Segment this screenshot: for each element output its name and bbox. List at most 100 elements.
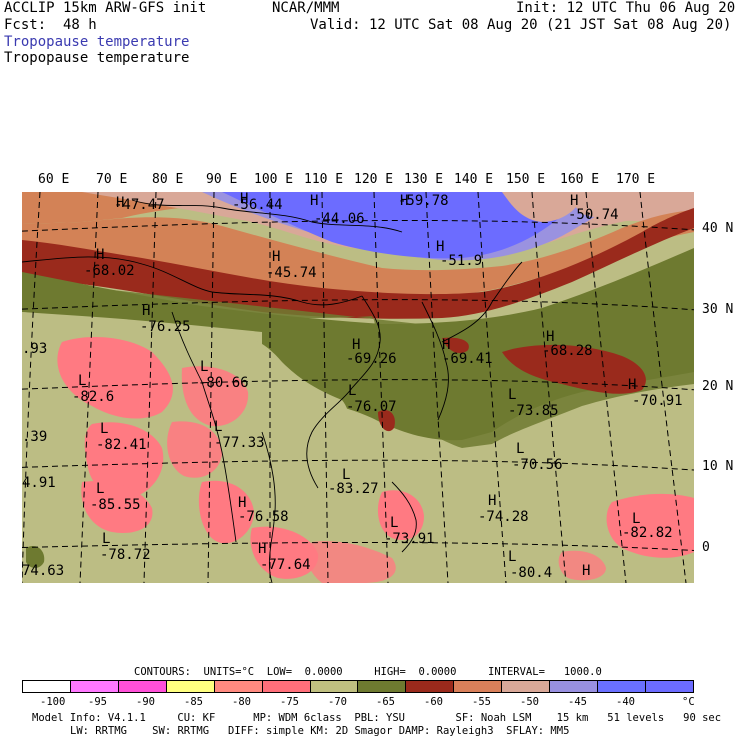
- longitude-label: 170 E: [616, 172, 656, 187]
- model-info: Model Info: V4.1.1 CU: KF MP: WDM 6class…: [32, 712, 722, 724]
- colorbar-tick-label: -50: [520, 696, 539, 708]
- extremum-marker: L: [200, 359, 209, 375]
- longitude-label: 100 E: [254, 172, 294, 187]
- colorbar-tick-label: °C: [682, 696, 695, 708]
- extremum-value: -85.55: [90, 497, 141, 513]
- extremum-value: -77.64: [260, 557, 311, 573]
- extremum-marker: H: [488, 493, 497, 509]
- edge-value: .39: [22, 429, 48, 445]
- colorbar-tick-label: -70: [328, 696, 347, 708]
- longitude-label: 80 E: [152, 172, 184, 187]
- latitude-label: 40 N: [702, 221, 734, 236]
- extremum-marker: H: [96, 247, 105, 263]
- init-time: Init: 12 UTC Thu 06 Aug 20: [516, 0, 736, 16]
- extremum-value: -83.27: [328, 481, 379, 497]
- field-title-black: Tropopause temperature: [4, 50, 190, 66]
- extremum-marker: L: [102, 531, 111, 547]
- extremum-marker: H: [310, 193, 319, 209]
- extremum-value: -56.44: [232, 197, 283, 213]
- extremum-marker: H: [272, 249, 281, 265]
- latitude-label: 0: [702, 540, 710, 555]
- extremum-marker: L: [390, 515, 399, 531]
- colorbar-swatch: [405, 681, 454, 692]
- extremum-value: -82.6: [72, 389, 115, 405]
- extremum-value: -80.4: [510, 565, 553, 581]
- colorbar-swatch: [501, 681, 550, 692]
- longitude-label: 140 E: [454, 172, 494, 187]
- extremum-marker: L: [342, 467, 351, 483]
- extremum-value: -68.28: [542, 343, 593, 359]
- extremum-value: -74.28: [478, 509, 529, 525]
- extremum-marker: L: [632, 511, 641, 527]
- colorbar-swatch: [453, 681, 502, 692]
- extremum-marker: H: [582, 563, 591, 579]
- edge-value: 4.91: [22, 475, 56, 491]
- extremum-value: -47.47: [114, 197, 165, 213]
- extremum-marker: H: [142, 303, 151, 319]
- extremum-value: -70.91: [632, 393, 683, 409]
- extremum-value: -76.58: [238, 509, 289, 525]
- extremum-marker: H: [240, 191, 249, 207]
- colorbar-tick-label: -90: [136, 696, 155, 708]
- colorbar-tick-label: -80: [232, 696, 251, 708]
- extremum-value: -73.85: [508, 403, 559, 419]
- field-title-blue: Tropopause temperature: [4, 34, 190, 50]
- colorbar-tick-label: -100: [40, 696, 66, 708]
- extremum-marker: H: [546, 329, 555, 345]
- extremum-marker: H: [352, 337, 361, 353]
- colorbar-tick-label: -45: [568, 696, 587, 708]
- colorbar-swatch: [117, 681, 166, 692]
- extremum-marker: L: [78, 373, 87, 389]
- valid-time: Valid: 12 UTC Sat 08 Aug 20 (21 JST Sat …: [310, 17, 732, 33]
- extremum-value: -80.66: [198, 375, 249, 391]
- colorbar-tick-label: -60: [424, 696, 443, 708]
- extremum-value: -82.82: [622, 525, 673, 541]
- extremum-marker: L: [348, 383, 357, 399]
- colorbar-swatch: [357, 681, 406, 692]
- extremum-value: -50.74: [568, 207, 619, 223]
- colorbar-swatch: [69, 681, 118, 692]
- extremum-marker: H: [442, 337, 451, 353]
- extremum-value: -51.9: [440, 253, 483, 269]
- colorbar-tick-label: -40: [616, 696, 635, 708]
- colorbar-tick-label: -85: [184, 696, 203, 708]
- colorbar-swatch: [644, 681, 693, 692]
- extremum-marker: H: [628, 377, 637, 393]
- extremum-marker: L: [96, 481, 105, 497]
- extremum-marker: H: [116, 195, 125, 211]
- extremum-value: -69.41: [442, 351, 493, 367]
- latitude-label: 30 N: [702, 302, 734, 317]
- longitude-label: 70 E: [96, 172, 128, 187]
- longitude-label: 160 E: [560, 172, 600, 187]
- map-fill: [22, 192, 694, 583]
- longitude-label: 90 E: [206, 172, 238, 187]
- forecast-hour: Fcst: 48 h: [4, 17, 97, 33]
- extremum-value: -44.06: [314, 211, 365, 227]
- colorbar-tick-label: -95: [88, 696, 107, 708]
- latitude-label: 20 N: [702, 379, 734, 394]
- longitude-label: 110 E: [304, 172, 344, 187]
- extremum-marker: L: [508, 387, 517, 403]
- model-title: ACCLIP 15km ARW-GFS init: [4, 0, 207, 16]
- extremum-value: -78.72: [100, 547, 151, 563]
- extremum-value: -59.78: [398, 193, 449, 209]
- contours-info: CONTOURS: UNITS=°C LOW= 0.0000 HIGH= 0.0…: [134, 666, 602, 678]
- extremum-value: -45.74: [266, 265, 317, 281]
- longitude-label: 60 E: [38, 172, 70, 187]
- longitude-label: 120 E: [354, 172, 394, 187]
- extremum-value: -82.41: [96, 437, 147, 453]
- latitude-label: 10 N: [702, 459, 734, 474]
- colorbar-tick-label: -65: [376, 696, 395, 708]
- extremum-value: -76.25: [140, 319, 191, 335]
- extremum-marker: L: [214, 419, 223, 435]
- extremum-marker: L: [100, 421, 109, 437]
- colorbar-swatch: [165, 681, 214, 692]
- extremum-marker: L: [508, 549, 517, 565]
- extremum-value: -69.26: [346, 351, 397, 367]
- extremum-value: -73.91: [384, 531, 435, 547]
- colorbar-tick-label: -75: [280, 696, 299, 708]
- extremum-value: -76.07: [346, 399, 397, 415]
- extremum-marker: L: [516, 441, 525, 457]
- extremum-marker: H: [258, 541, 267, 557]
- extremum-marker: H: [570, 193, 579, 209]
